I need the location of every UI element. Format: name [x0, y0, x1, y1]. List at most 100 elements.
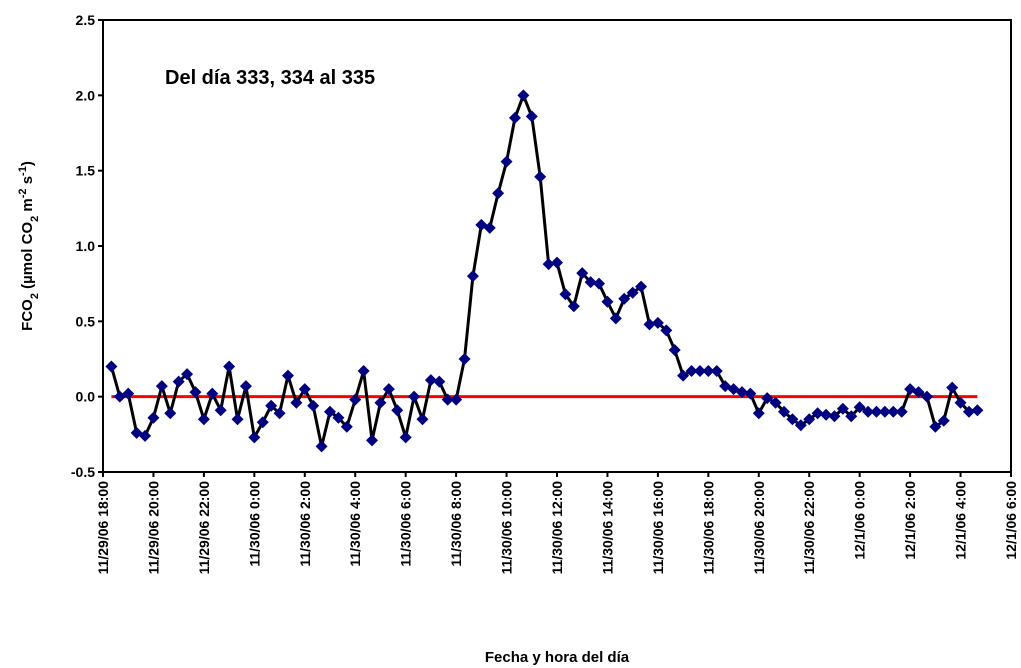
y-tick-label: 0.5 [76, 313, 96, 329]
data-point [845, 410, 858, 423]
x-tick-label: 11/30/06 10:00 [499, 481, 515, 575]
data-point [971, 404, 984, 417]
x-tick-label: 11/30/06 6:00 [398, 481, 414, 567]
data-point [206, 387, 219, 400]
y-label-part: 2 [29, 293, 41, 299]
data-point [895, 405, 908, 418]
x-tick-label: 12/1/06 6:00 [1003, 481, 1019, 560]
y-label-part: 2 [29, 216, 41, 222]
data-point [626, 286, 639, 299]
data-point [744, 387, 757, 400]
data-point [878, 405, 891, 418]
data-point [542, 258, 555, 271]
data-point [424, 374, 437, 387]
data-point [239, 380, 252, 393]
data-point [290, 396, 303, 409]
data-point [643, 318, 656, 331]
data-point [349, 393, 362, 406]
x-tick-label: 11/30/06 16:00 [650, 481, 666, 575]
data-point [374, 396, 387, 409]
data-point [391, 404, 404, 417]
data-point [752, 407, 765, 420]
data-point [551, 256, 563, 269]
data-point [315, 440, 328, 453]
data-point [820, 408, 833, 421]
data-point [534, 170, 547, 183]
data-point [155, 380, 168, 393]
x-tick-label: 11/30/06 0:00 [246, 481, 262, 567]
plot-area [102, 19, 1012, 473]
data-point [298, 383, 311, 396]
x-tick-label: 11/30/06 12:00 [549, 481, 565, 575]
y-label-part: s [19, 176, 36, 189]
x-tick-label: 11/30/06 22:00 [801, 481, 817, 575]
data-point [450, 393, 463, 406]
y-label-part: FCO [19, 299, 36, 331]
x-tick-label: 11/30/06 8:00 [448, 481, 464, 567]
data-point [256, 416, 269, 429]
data-point [189, 386, 202, 399]
data-point [408, 390, 421, 403]
y-tick-label: 1.5 [76, 163, 96, 179]
y-label-part: -1 [17, 166, 29, 176]
x-tick-label: 11/30/06 14:00 [599, 481, 615, 575]
data-point [794, 419, 807, 432]
data-point [517, 89, 530, 102]
data-point [685, 365, 698, 378]
y-tick-label: 0.0 [76, 389, 96, 405]
data-point [466, 270, 479, 283]
x-tick-label: 11/30/06 20:00 [751, 481, 767, 575]
data-point [693, 365, 706, 378]
x-tick-label: 12/1/06 0:00 [852, 481, 868, 560]
data-point [803, 413, 816, 426]
data-point [273, 407, 286, 420]
data-point [786, 413, 799, 426]
x-tick-label: 11/29/06 20:00 [145, 481, 161, 575]
data-point [635, 280, 648, 293]
y-label-part: -2 [17, 188, 29, 198]
data-point [164, 407, 177, 420]
data-point [416, 413, 429, 426]
y-axis-label: FCO2 (µmol CO2 m-2 s-1) [17, 161, 41, 331]
data-point [441, 393, 454, 406]
data-point [677, 369, 690, 382]
data-point [811, 407, 824, 420]
data-point [399, 431, 412, 444]
data-point [433, 375, 446, 388]
series-line [109, 93, 978, 448]
data-point [618, 292, 631, 305]
data-point [181, 368, 194, 381]
data-point [853, 401, 866, 414]
x-tick-label: 11/30/06 2:00 [297, 481, 313, 567]
data-point [778, 405, 790, 418]
data-point [593, 277, 606, 290]
data-point [660, 324, 673, 337]
data-point [248, 431, 261, 444]
data-point [324, 405, 336, 418]
data-point [962, 405, 975, 418]
data-point [576, 267, 589, 280]
data-point [702, 365, 715, 378]
y-label-part: m [19, 198, 36, 216]
data-point [122, 387, 135, 400]
data-point [105, 360, 118, 373]
data-point [946, 381, 959, 394]
data-point [920, 390, 933, 403]
data-point [508, 111, 521, 124]
data-point [651, 316, 664, 329]
data-point [870, 405, 883, 418]
data-point [223, 360, 236, 373]
data-point [559, 288, 572, 301]
data-point [735, 386, 748, 399]
data-point [172, 375, 185, 388]
data-point [147, 411, 160, 424]
data-point [281, 369, 294, 382]
data-point [214, 404, 227, 417]
y-tick-label: 2.0 [76, 87, 96, 103]
data-point [761, 392, 774, 405]
data-point [525, 110, 538, 123]
data-point [929, 420, 942, 433]
data-point [710, 365, 723, 378]
data-point [601, 295, 614, 308]
y-tick-label: -0.5 [71, 464, 95, 480]
